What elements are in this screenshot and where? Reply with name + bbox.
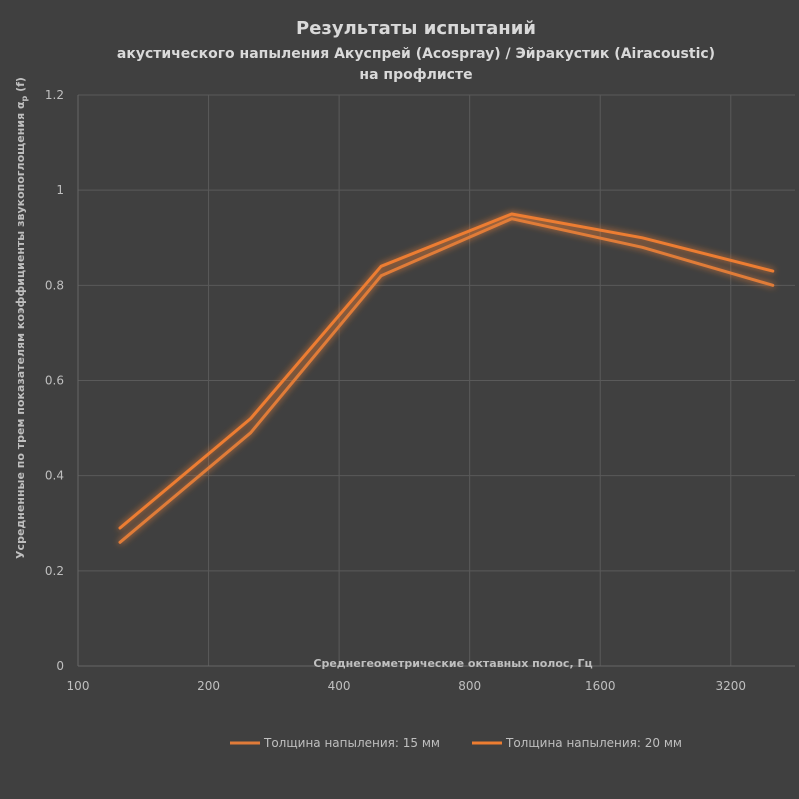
chart-subtitle-line-1: акустического напыления Акуспрей (Acospr… <box>117 46 715 62</box>
series-line-2 <box>118 212 775 530</box>
y-tick-label: 0.6 <box>45 374 64 388</box>
x-tick-label: 200 <box>197 679 220 693</box>
y-tick-label: 1 <box>56 183 64 197</box>
series-lines <box>118 212 775 544</box>
y-axis-title-subscript: p <box>20 95 29 101</box>
legend-label-15mm: Толщина напыления: 15 мм <box>263 736 440 750</box>
x-tick-label: 800 <box>458 679 481 693</box>
x-axis-title: Среднегеометрические октавных полос, Гц <box>313 657 592 670</box>
y-tick-label: 0 <box>56 659 64 673</box>
grid <box>77 94 795 667</box>
y-tick-label: 0.4 <box>45 469 64 483</box>
y-axis-ticks: 0 0.2 0.4 0.6 0.8 1 1.2 <box>45 88 64 673</box>
chart-title: Результаты испытаний <box>296 18 536 39</box>
y-tick-label: 0.2 <box>45 564 64 578</box>
series-line-1 <box>118 217 775 544</box>
x-tick-label: 1600 <box>585 679 616 693</box>
y-tick-label: 0.8 <box>45 278 64 292</box>
y-axis-title-suffix: (f) <box>14 77 27 96</box>
legend-item-20mm: Толщина напыления: 20 мм <box>472 736 682 750</box>
legend-item-15mm: Толщина напыления: 15 мм <box>230 736 440 750</box>
y-axis-title-main: Усредненные по трем показателям коэффици… <box>14 101 27 559</box>
x-tick-label: 3200 <box>716 679 747 693</box>
legend: Толщина напыления: 15 мм Толщина напылен… <box>230 736 682 750</box>
chart-subtitle-line-2: на профлисте <box>359 67 472 83</box>
x-axis-ticks: 100 200 400 800 1600 3200 <box>67 679 747 693</box>
y-tick-label: 1.2 <box>45 88 64 102</box>
x-tick-label: 400 <box>328 679 351 693</box>
x-tick-label: 100 <box>67 679 90 693</box>
legend-label-20mm: Толщина напыления: 20 мм <box>505 736 682 750</box>
y-axis-title: Усредненные по трем показателям коэффици… <box>14 77 29 559</box>
